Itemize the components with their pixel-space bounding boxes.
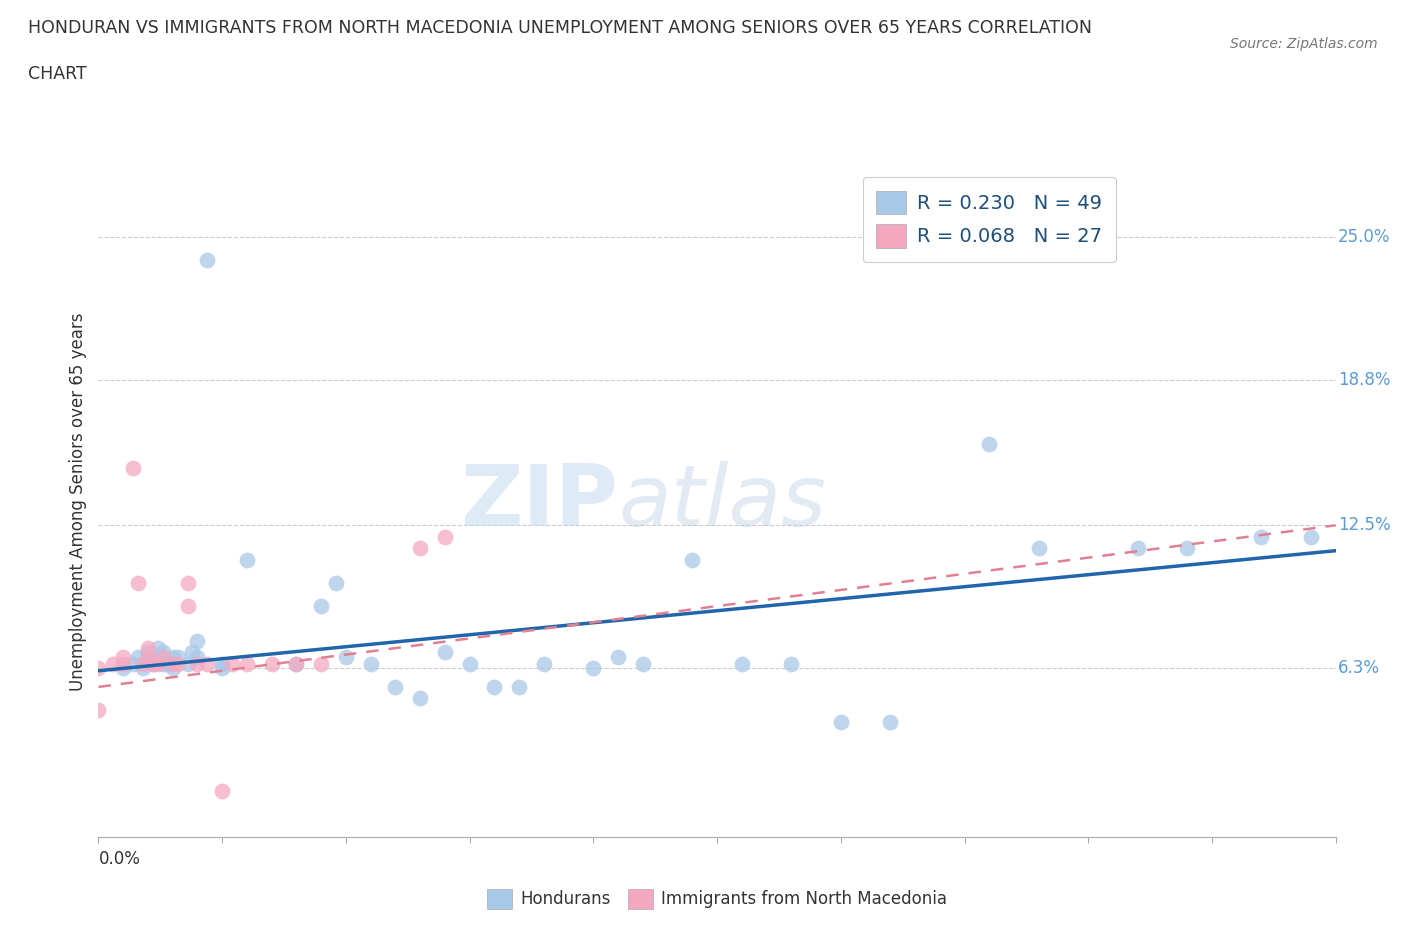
Point — [176, 599, 198, 614]
Point — [132, 661, 155, 676]
Point — [879, 714, 901, 729]
Point — [409, 541, 432, 556]
Point — [830, 714, 852, 729]
Point — [136, 640, 159, 655]
Point — [136, 649, 159, 664]
Point — [186, 657, 208, 671]
Point — [127, 576, 149, 591]
Point — [146, 657, 169, 671]
Point — [122, 657, 145, 671]
Point — [582, 661, 605, 676]
Text: 0.0%: 0.0% — [98, 850, 141, 869]
Point — [309, 599, 332, 614]
Point — [1250, 529, 1272, 544]
Point — [285, 657, 308, 671]
Point — [142, 657, 165, 671]
Point — [607, 649, 630, 664]
Point — [979, 437, 1001, 452]
Point — [136, 644, 159, 659]
Point — [325, 576, 347, 591]
Point — [162, 657, 184, 671]
Point — [162, 661, 184, 676]
Point — [127, 649, 149, 664]
Point — [181, 644, 204, 659]
Point — [409, 691, 432, 706]
Text: 25.0%: 25.0% — [1339, 228, 1391, 246]
Text: 18.8%: 18.8% — [1339, 371, 1391, 389]
Point — [87, 661, 110, 676]
Point — [152, 644, 174, 659]
Point — [236, 657, 259, 671]
Point — [211, 657, 233, 671]
Point — [162, 649, 184, 664]
Point — [156, 657, 179, 671]
Point — [136, 649, 159, 664]
Point — [335, 649, 357, 664]
Point — [87, 702, 110, 717]
Point — [152, 657, 174, 671]
Point — [146, 640, 169, 655]
Point — [780, 657, 803, 671]
Point — [211, 783, 233, 798]
Point — [186, 633, 208, 648]
Point — [142, 657, 165, 671]
Point — [285, 657, 308, 671]
Point — [112, 661, 135, 676]
Point — [260, 657, 283, 671]
Point — [1028, 541, 1050, 556]
Point — [195, 252, 218, 267]
Point — [122, 460, 145, 475]
Point — [631, 657, 654, 671]
Text: HONDURAN VS IMMIGRANTS FROM NORTH MACEDONIA UNEMPLOYMENT AMONG SENIORS OVER 65 Y: HONDURAN VS IMMIGRANTS FROM NORTH MACEDO… — [28, 19, 1092, 36]
Point — [152, 649, 174, 664]
Text: Source: ZipAtlas.com: Source: ZipAtlas.com — [1230, 37, 1378, 51]
Point — [1126, 541, 1149, 556]
Point — [360, 657, 382, 671]
Text: CHART: CHART — [28, 65, 87, 83]
Legend: Hondurans, Immigrants from North Macedonia: Hondurans, Immigrants from North Macedon… — [481, 882, 953, 916]
Point — [176, 576, 198, 591]
Text: atlas: atlas — [619, 460, 827, 544]
Point — [112, 657, 135, 671]
Point — [195, 657, 218, 671]
Point — [433, 529, 456, 544]
Point — [458, 657, 481, 671]
Point — [186, 649, 208, 664]
Point — [508, 680, 530, 695]
Point — [103, 657, 125, 671]
Point — [533, 657, 555, 671]
Point — [176, 657, 198, 671]
Point — [146, 649, 169, 664]
Point — [1175, 541, 1198, 556]
Text: 6.3%: 6.3% — [1339, 659, 1381, 677]
Point — [433, 644, 456, 659]
Point — [309, 657, 332, 671]
Point — [1299, 529, 1322, 544]
Y-axis label: Unemployment Among Seniors over 65 years: Unemployment Among Seniors over 65 years — [69, 313, 87, 691]
Point — [166, 649, 188, 664]
Point — [211, 661, 233, 676]
Point — [731, 657, 754, 671]
Point — [221, 657, 243, 671]
Point — [132, 657, 155, 671]
Point — [384, 680, 406, 695]
Point — [236, 552, 259, 567]
Text: ZIP: ZIP — [460, 460, 619, 544]
Point — [166, 657, 188, 671]
Point — [112, 649, 135, 664]
Point — [484, 680, 506, 695]
Point — [681, 552, 703, 567]
Text: 12.5%: 12.5% — [1339, 516, 1391, 535]
